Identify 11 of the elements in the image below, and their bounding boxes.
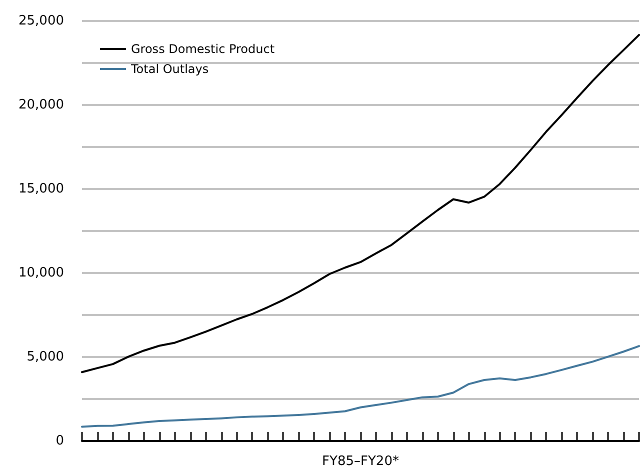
- y-tick-label: 0: [56, 434, 64, 448]
- y-tick-label: 25,000: [18, 14, 64, 28]
- y-tick-label: 10,000: [18, 266, 64, 280]
- legend-label: Total Outlays: [130, 62, 209, 76]
- y-tick-label: 15,000: [18, 182, 64, 196]
- line-series: [81, 34, 640, 374]
- y-tick-label: 5,000: [26, 350, 64, 364]
- x-axis-title: FY85–FY20*: [322, 454, 400, 469]
- line-series: [81, 345, 640, 428]
- y-tick-label: 20,000: [18, 98, 64, 112]
- legend-label: Gross Domestic Product: [131, 42, 275, 56]
